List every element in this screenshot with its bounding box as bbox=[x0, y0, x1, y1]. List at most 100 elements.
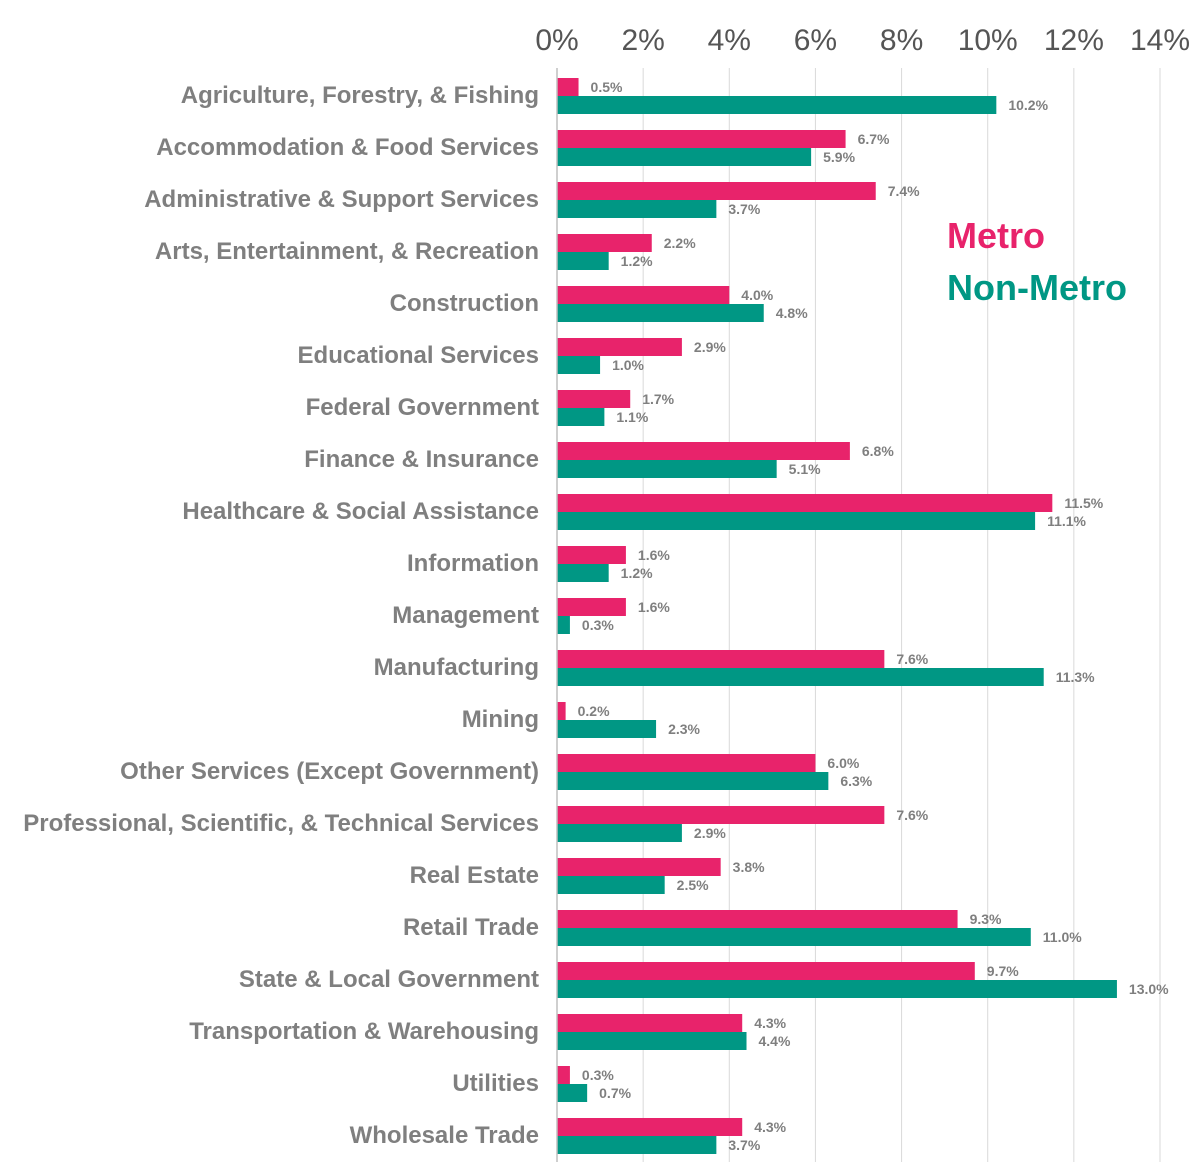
category-label: Arts, Entertainment, & Recreation bbox=[155, 238, 539, 265]
x-tick-label: 4% bbox=[708, 24, 751, 57]
legend-entry-metro: Metro bbox=[947, 215, 1045, 256]
value-label-non-metro: 5.9% bbox=[823, 149, 855, 165]
bar-metro bbox=[557, 1066, 570, 1084]
value-label-non-metro: 1.2% bbox=[621, 253, 653, 269]
x-tick-label: 2% bbox=[621, 24, 664, 57]
value-label-metro: 4.3% bbox=[754, 1119, 786, 1135]
category-label: Wholesale Trade bbox=[350, 1122, 539, 1149]
bar-non-metro bbox=[557, 512, 1036, 530]
bar-metro bbox=[557, 1118, 743, 1136]
bar-metro bbox=[557, 130, 846, 148]
bar-non-metro bbox=[557, 720, 657, 738]
value-label-metro: 3.8% bbox=[733, 859, 765, 875]
value-label-metro: 0.2% bbox=[578, 703, 610, 719]
bar-non-metro bbox=[557, 876, 665, 894]
value-label-non-metro: 3.7% bbox=[728, 201, 760, 217]
value-label-metro: 6.8% bbox=[862, 443, 894, 459]
value-label-metro: 9.3% bbox=[970, 911, 1002, 927]
value-label-non-metro: 1.2% bbox=[621, 565, 653, 581]
value-label-non-metro: 4.8% bbox=[776, 305, 808, 321]
bar-metro bbox=[557, 702, 566, 720]
value-label-metro: 4.0% bbox=[741, 287, 773, 303]
bar-non-metro bbox=[557, 252, 609, 270]
bar-metro bbox=[557, 182, 876, 200]
category-label: Administrative & Support Services bbox=[144, 186, 539, 213]
value-label-non-metro: 11.1% bbox=[1047, 513, 1086, 529]
bar-non-metro bbox=[557, 304, 764, 322]
bar-metro bbox=[557, 962, 975, 980]
value-label-metro: 1.6% bbox=[638, 547, 670, 563]
bar-non-metro bbox=[557, 616, 570, 634]
bar-non-metro bbox=[557, 1084, 588, 1102]
category-label: Construction bbox=[390, 290, 539, 317]
category-label: Agriculture, Forestry, & Fishing bbox=[181, 82, 539, 109]
category-label: Federal Government bbox=[306, 394, 539, 421]
bar-non-metro bbox=[557, 96, 997, 114]
category-label: Utilities bbox=[452, 1070, 539, 1097]
value-label-metro: 7.6% bbox=[896, 807, 928, 823]
category-label: Management bbox=[392, 602, 539, 629]
gridlines bbox=[642, 68, 1161, 1162]
axes: 0% 2% 4% 6% 8% 10% 12% 14% bbox=[535, 24, 1190, 1162]
bar-metro bbox=[557, 806, 885, 824]
category-label: Educational Services bbox=[298, 342, 539, 369]
bar-non-metro bbox=[557, 1032, 747, 1050]
bar-metro bbox=[557, 78, 579, 96]
value-label-non-metro: 13.0% bbox=[1129, 981, 1169, 997]
x-tick-label: 10% bbox=[958, 24, 1018, 57]
category-label: State & Local Government bbox=[239, 966, 539, 993]
value-label-metro: 7.4% bbox=[888, 183, 920, 199]
bar-metro bbox=[557, 754, 816, 772]
value-label-metro: 6.0% bbox=[827, 755, 859, 771]
bar-non-metro bbox=[557, 772, 829, 790]
bar-non-metro bbox=[557, 408, 605, 426]
bar-non-metro bbox=[557, 928, 1031, 946]
bar-metro bbox=[557, 442, 850, 460]
value-label-non-metro: 11.0% bbox=[1043, 929, 1082, 945]
category-label: Manufacturing bbox=[374, 654, 539, 681]
bar-metro bbox=[557, 234, 652, 252]
value-label-non-metro: 2.9% bbox=[694, 825, 726, 841]
x-tick-label: 12% bbox=[1044, 24, 1104, 57]
bar-metro bbox=[557, 494, 1053, 512]
bars bbox=[557, 78, 1117, 1154]
value-label-metro: 0.5% bbox=[591, 79, 623, 95]
value-label-metro: 2.2% bbox=[664, 235, 696, 251]
x-tick-label: 8% bbox=[880, 24, 923, 57]
value-label-metro: 2.9% bbox=[694, 339, 726, 355]
category-label: Accommodation & Food Services bbox=[156, 134, 539, 161]
category-label: Healthcare & Social Assistance bbox=[182, 498, 539, 525]
category-label: Retail Trade bbox=[403, 914, 539, 941]
value-label-non-metro: 3.7% bbox=[728, 1137, 760, 1153]
labels: Agriculture, Forestry, & Fishing 0.5% 10.2… bbox=[23, 79, 1169, 1153]
value-label-non-metro: 2.3% bbox=[668, 721, 700, 737]
category-label: Finance & Insurance bbox=[304, 446, 539, 473]
value-label-metro: 4.3% bbox=[754, 1015, 786, 1031]
bar-non-metro bbox=[557, 356, 601, 374]
value-label-metro: 0.3% bbox=[582, 1067, 614, 1083]
legend-entry-non-metro: Non-Metro bbox=[947, 267, 1127, 308]
value-label-non-metro: 6.3% bbox=[840, 773, 872, 789]
value-label-metro: 11.5% bbox=[1064, 495, 1103, 511]
value-label-non-metro: 5.1% bbox=[789, 461, 821, 477]
value-label-non-metro: 0.3% bbox=[582, 617, 614, 633]
value-label-metro: 1.6% bbox=[638, 599, 670, 615]
bar-metro bbox=[557, 858, 721, 876]
bar-non-metro bbox=[557, 148, 812, 166]
bar-metro bbox=[557, 910, 958, 928]
category-label: Professional, Scientific, & Technical Se… bbox=[23, 810, 539, 837]
bar-non-metro bbox=[557, 668, 1044, 686]
value-label-metro: 7.6% bbox=[896, 651, 928, 667]
bar-non-metro bbox=[557, 824, 682, 842]
bar-non-metro bbox=[557, 1136, 717, 1154]
bar-metro bbox=[557, 650, 885, 668]
category-label: Mining bbox=[462, 706, 539, 733]
bar-metro bbox=[557, 598, 626, 616]
value-label-non-metro: 2.5% bbox=[677, 877, 709, 893]
value-label-non-metro: 1.1% bbox=[616, 409, 648, 425]
value-label-metro: 6.7% bbox=[858, 131, 890, 147]
bar-non-metro bbox=[557, 564, 609, 582]
bar-non-metro bbox=[557, 980, 1117, 998]
category-label: Real Estate bbox=[410, 862, 539, 889]
value-label-metro: 1.7% bbox=[642, 391, 674, 407]
